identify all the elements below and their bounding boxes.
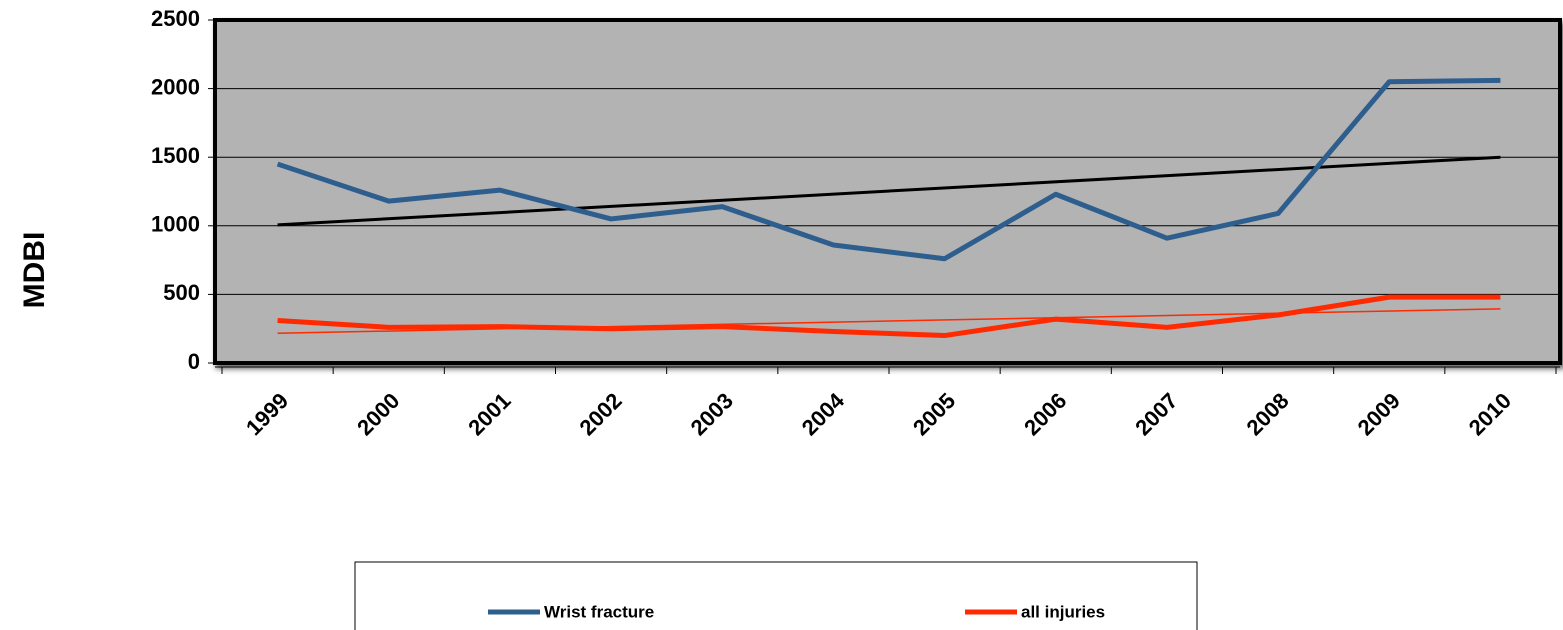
x-tick-label: 2007 xyxy=(1130,388,1182,440)
y-tick-label: 500 xyxy=(163,280,200,305)
x-tick-label: 2004 xyxy=(797,387,850,440)
legend-box xyxy=(354,561,1198,630)
x-tick-label: 2005 xyxy=(908,388,960,440)
y-tick-label: 2000 xyxy=(151,74,200,99)
x-tick-label: 2009 xyxy=(1353,388,1405,440)
y-tick-label: 0 xyxy=(188,349,200,374)
data-line xyxy=(276,77,1501,262)
legend-label: all injuries xyxy=(1021,602,1105,621)
trendline xyxy=(277,155,1501,227)
x-tick-label: 2006 xyxy=(1019,388,1071,440)
x-tick-label: 1999 xyxy=(241,388,293,440)
y-tick-label: 2500 xyxy=(151,6,200,31)
x-tick-label: 2000 xyxy=(352,388,404,440)
y-tick-label: 1500 xyxy=(151,143,200,168)
x-tick-label: 2008 xyxy=(1241,388,1293,440)
x-tick-label: 2010 xyxy=(1464,388,1516,440)
data-line xyxy=(277,294,1501,339)
legend-label: Wrist fracture xyxy=(544,602,654,621)
y-axis-title: MDBI xyxy=(18,232,51,309)
x-tick-label: 2001 xyxy=(463,388,515,440)
x-tick-label: 2003 xyxy=(686,388,738,440)
x-tick-label: 2002 xyxy=(574,388,626,440)
y-tick-label: 1000 xyxy=(151,212,200,237)
